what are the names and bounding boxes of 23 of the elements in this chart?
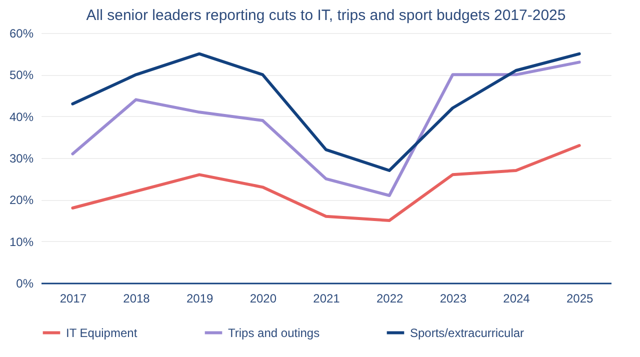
y-tick-label: 10% <box>9 234 34 249</box>
x-tick-label: 2020 <box>250 292 277 306</box>
x-tick-label: 2018 <box>123 292 150 306</box>
line-series <box>71 52 581 172</box>
legend-label: Sports/extracurricular <box>410 326 524 340</box>
y-tick-label: 0% <box>16 276 34 290</box>
y-tick-label: 60% <box>9 26 34 40</box>
line-series <box>71 60 581 197</box>
x-tick-label: 2025 <box>566 292 594 306</box>
legend-label: Trips and outings <box>228 326 320 340</box>
x-tick-label: 2023 <box>440 292 467 306</box>
x-tick-label: 2022 <box>376 292 404 306</box>
y-tick-label: 40% <box>9 110 34 124</box>
x-tick-label: 2017 <box>60 292 87 306</box>
x-tick-label: 2019 <box>186 292 214 306</box>
x-tick-label: 2024 <box>503 292 530 306</box>
legend-label: IT Equipment <box>66 326 138 340</box>
x-tick-label: 2021 <box>313 292 340 306</box>
y-tick-label: 30% <box>9 152 34 166</box>
chart-title: All senior leaders reporting cuts to IT, trips and sport budgets 2017-2025 <box>86 7 566 24</box>
y-tick-label: 20% <box>9 193 34 208</box>
y-tick-label: 50% <box>9 68 34 82</box>
line-series <box>71 144 581 222</box>
